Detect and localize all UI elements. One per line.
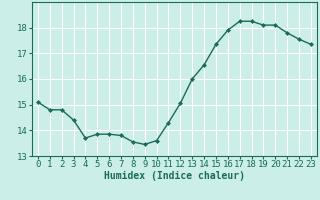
- X-axis label: Humidex (Indice chaleur): Humidex (Indice chaleur): [104, 171, 245, 181]
